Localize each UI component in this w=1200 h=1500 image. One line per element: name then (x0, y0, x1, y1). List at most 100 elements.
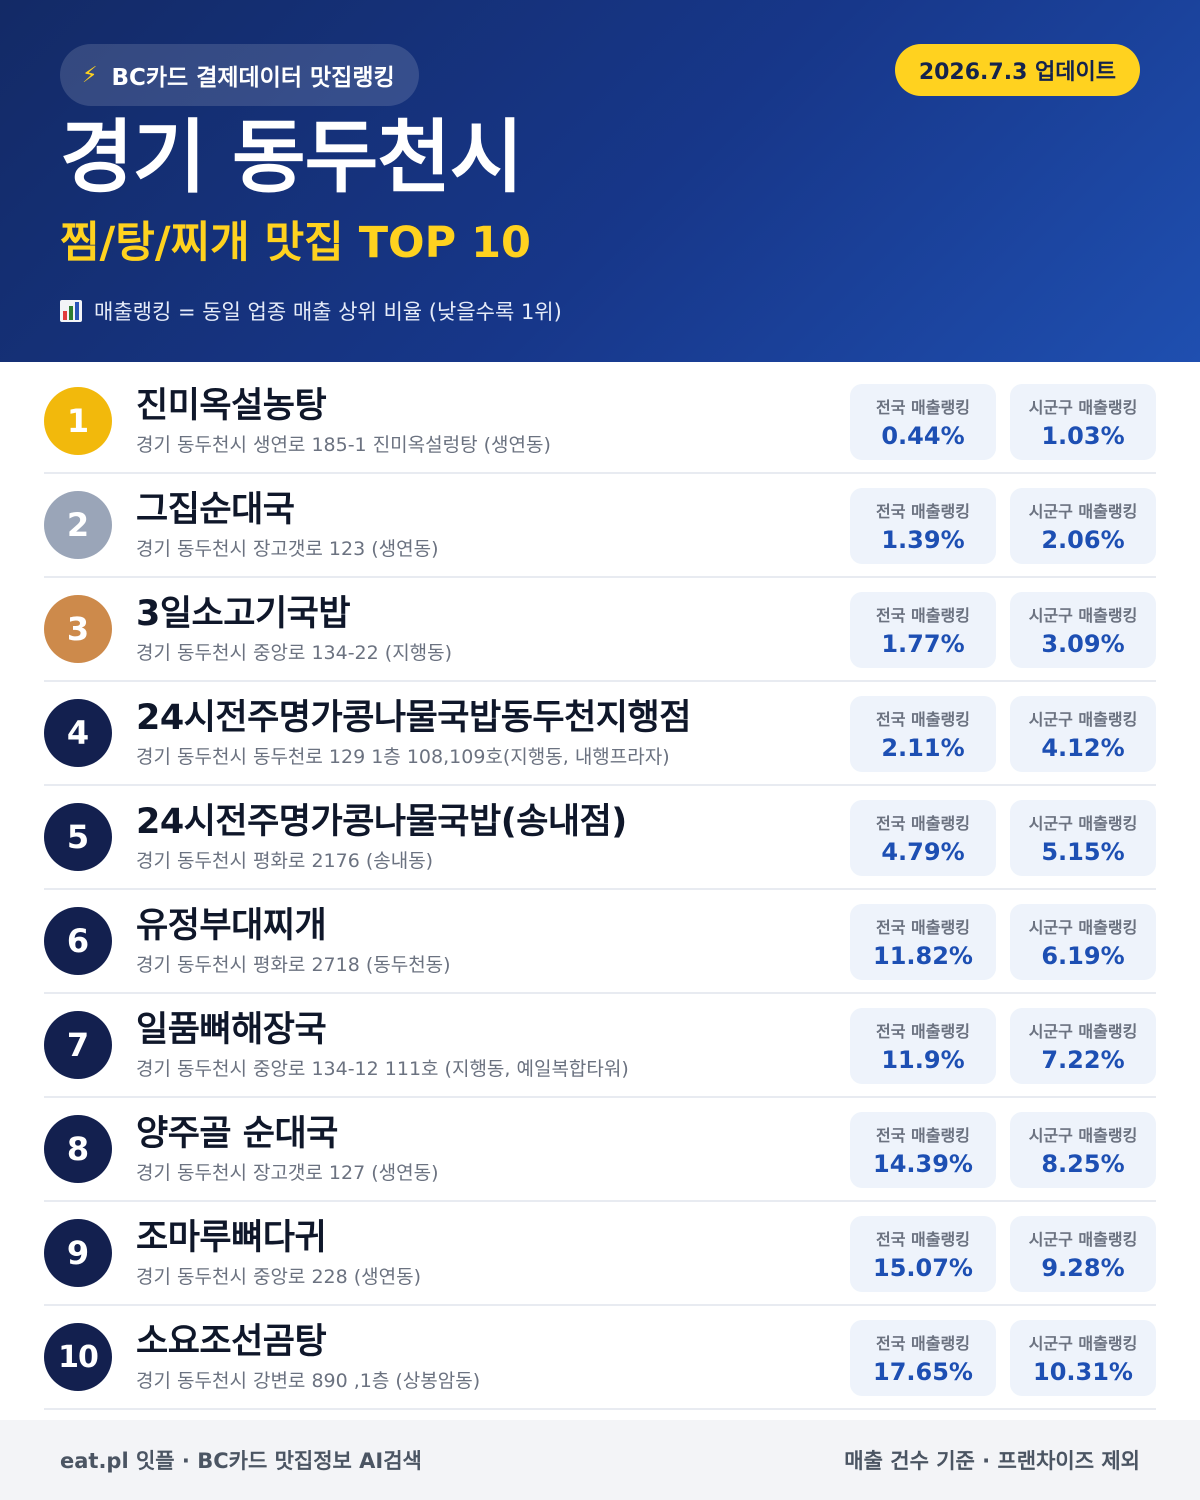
local-ranking-label: 시군구 매출랭킹 (1028, 710, 1138, 729)
national-ranking-label: 전국 매출랭킹 (876, 1022, 970, 1041)
local-ranking-value: 6.19% (1041, 942, 1125, 970)
local-ranking-label: 시군구 매출랭킹 (1028, 606, 1138, 625)
national-ranking-label: 전국 매출랭킹 (876, 1126, 970, 1145)
restaurant-address: 경기 동두천시 강변로 890 ,1층 (상봉암동) (136, 1370, 481, 1393)
restaurant-row[interactable]: 8 양주골 순대국 경기 동두천시 장고갯로 127 (생연동) 전국 매출랭킹… (44, 1098, 1156, 1202)
national-ranking-card: 전국 매출랭킹 17.65% (850, 1320, 996, 1396)
restaurant-address: 경기 동두천시 중앙로 228 (생연동) (136, 1266, 422, 1289)
national-ranking-card: 전국 매출랭킹 1.77% (850, 592, 996, 668)
ranking-stats: 전국 매출랭킹 0.44% 시군구 매출랭킹 1.03% (850, 384, 1156, 460)
national-ranking-value: 0.44% (881, 422, 965, 450)
restaurant-name: 24시전주명가콩나물국밥(송내점) (136, 801, 627, 842)
restaurant-info: 24시전주명가콩나물국밥(송내점) 경기 동두천시 평화로 2176 (송내동) (136, 801, 826, 874)
restaurant-list: 1 진미옥설농탕 경기 동두천시 생연로 185-1 진미옥설렁탕 (생연동) … (44, 370, 1156, 1410)
restaurant-name: 유정부대찌개 (136, 905, 327, 946)
local-ranking-card: 시군구 매출랭킹 9.28% (1010, 1216, 1156, 1292)
restaurant-name: 3일소고기국밥 (136, 593, 351, 634)
rank-badge: 4 (44, 699, 112, 767)
ranking-stats: 전국 매출랭킹 1.77% 시군구 매출랭킹 3.09% (850, 592, 1156, 668)
restaurant-row[interactable]: 9 조마루뼈다귀 경기 동두천시 중앙로 228 (생연동) 전국 매출랭킹 1… (44, 1202, 1156, 1306)
restaurant-name: 양주골 순대국 (136, 1113, 338, 1154)
restaurant-address: 경기 동두천시 장고갯로 123 (생연동) (136, 538, 439, 561)
rank-badge: 9 (44, 1219, 112, 1287)
local-ranking-label: 시군구 매출랭킹 (1028, 1334, 1138, 1353)
local-ranking-card: 시군구 매출랭킹 1.03% (1010, 384, 1156, 460)
restaurant-name: 24시전주명가콩나물국밥동두천지행점 (136, 697, 691, 738)
update-badge: 2026.7.3 업데이트 (894, 44, 1140, 96)
national-ranking-value: 11.9% (881, 1046, 965, 1074)
local-ranking-label: 시군구 매출랭킹 (1028, 918, 1138, 937)
local-ranking-card: 시군구 매출랭킹 6.19% (1010, 904, 1156, 980)
national-ranking-label: 전국 매출랭킹 (876, 918, 970, 937)
bar-chart-icon (60, 300, 82, 322)
ranking-stats: 전국 매출랭킹 14.39% 시군구 매출랭킹 8.25% (850, 1112, 1156, 1188)
national-ranking-label: 전국 매출랭킹 (876, 1230, 970, 1249)
national-ranking-label: 전국 매출랭킹 (876, 398, 970, 417)
rank-badge: 2 (44, 491, 112, 559)
local-ranking-value: 2.06% (1041, 526, 1125, 554)
rank-badge: 5 (44, 803, 112, 871)
ranking-stats: 전국 매출랭킹 4.79% 시군구 매출랭킹 5.15% (850, 800, 1156, 876)
national-ranking-value: 11.82% (873, 942, 973, 970)
local-ranking-value: 9.28% (1041, 1254, 1125, 1282)
restaurant-row[interactable]: 3 3일소고기국밥 경기 동두천시 중앙로 134-22 (지행동) 전국 매출… (44, 578, 1156, 682)
restaurant-name: 그집순대국 (136, 489, 295, 530)
restaurant-row[interactable]: 1 진미옥설농탕 경기 동두천시 생연로 185-1 진미옥설렁탕 (생연동) … (44, 370, 1156, 474)
restaurant-info: 양주골 순대국 경기 동두천시 장고갯로 127 (생연동) (136, 1113, 826, 1186)
ranking-stats: 전국 매출랭킹 11.9% 시군구 매출랭킹 7.22% (850, 1008, 1156, 1084)
lightning-bolt-icon: ⚡ (82, 62, 98, 88)
local-ranking-label: 시군구 매출랭킹 (1028, 1126, 1138, 1145)
local-ranking-card: 시군구 매출랭킹 3.09% (1010, 592, 1156, 668)
restaurant-row[interactable]: 10 소요조선곰탕 경기 동두천시 강변로 890 ,1층 (상봉암동) 전국 … (44, 1306, 1156, 1410)
national-ranking-value: 2.11% (881, 734, 965, 762)
local-ranking-card: 시군구 매출랭킹 7.22% (1010, 1008, 1156, 1084)
local-ranking-card: 시군구 매출랭킹 5.15% (1010, 800, 1156, 876)
restaurant-address: 경기 동두천시 동두천로 129 1층 108,109호(지행동, 내행프라자) (136, 746, 670, 769)
restaurant-address: 경기 동두천시 장고갯로 127 (생연동) (136, 1162, 439, 1185)
local-ranking-card: 시군구 매출랭킹 4.12% (1010, 696, 1156, 772)
local-ranking-value: 7.22% (1041, 1046, 1125, 1074)
restaurant-address: 경기 동두천시 중앙로 134-22 (지행동) (136, 642, 453, 665)
national-ranking-label: 전국 매출랭킹 (876, 814, 970, 833)
restaurant-info: 진미옥설농탕 경기 동두천시 생연로 185-1 진미옥설렁탕 (생연동) (136, 385, 826, 458)
restaurant-name: 일품뼈해장국 (136, 1009, 327, 1050)
source-badge: ⚡ BC카드 결제데이터 맛집랭킹 (60, 44, 419, 106)
restaurant-address: 경기 동두천시 중앙로 134-12 111호 (지행동, 예일복합타워) (136, 1058, 629, 1081)
restaurant-name: 소요조선곰탕 (136, 1321, 327, 1362)
restaurant-row[interactable]: 5 24시전주명가콩나물국밥(송내점) 경기 동두천시 평화로 2176 (송내… (44, 786, 1156, 890)
national-ranking-label: 전국 매출랭킹 (876, 502, 970, 521)
restaurant-row[interactable]: 2 그집순대국 경기 동두천시 장고갯로 123 (생연동) 전국 매출랭킹 1… (44, 474, 1156, 578)
restaurant-name: 조마루뼈다귀 (136, 1217, 327, 1258)
header-banner: ⚡ BC카드 결제데이터 맛집랭킹 2026.7.3 업데이트 경기 동두천시 … (0, 0, 1200, 362)
source-badge-label: BC카드 결제데이터 맛집랭킹 (111, 65, 395, 91)
restaurant-address: 경기 동두천시 평화로 2176 (송내동) (136, 850, 434, 873)
national-ranking-card: 전국 매출랭킹 11.82% (850, 904, 996, 980)
restaurant-address: 경기 동두천시 생연로 185-1 진미옥설렁탕 (생연동) (136, 434, 551, 457)
local-ranking-value: 5.15% (1041, 838, 1125, 866)
rank-badge: 6 (44, 907, 112, 975)
restaurant-row[interactable]: 7 일품뼈해장국 경기 동두천시 중앙로 134-12 111호 (지행동, 예… (44, 994, 1156, 1098)
restaurant-row[interactable]: 6 유정부대찌개 경기 동두천시 평화로 2718 (동두천동) 전국 매출랭킹… (44, 890, 1156, 994)
local-ranking-value: 4.12% (1041, 734, 1125, 762)
restaurant-info: 일품뼈해장국 경기 동두천시 중앙로 134-12 111호 (지행동, 예일복… (136, 1009, 826, 1082)
local-ranking-value: 1.03% (1041, 422, 1125, 450)
rank-badge: 1 (44, 387, 112, 455)
national-ranking-card: 전국 매출랭킹 11.9% (850, 1008, 996, 1084)
restaurant-row[interactable]: 4 24시전주명가콩나물국밥동두천지행점 경기 동두천시 동두천로 129 1층… (44, 682, 1156, 786)
restaurant-info: 조마루뼈다귀 경기 동두천시 중앙로 228 (생연동) (136, 1217, 826, 1290)
local-ranking-label: 시군구 매출랭킹 (1028, 1230, 1138, 1249)
ranking-stats: 전국 매출랭킹 1.39% 시군구 매출랭킹 2.06% (850, 488, 1156, 564)
restaurant-info: 24시전주명가콩나물국밥동두천지행점 경기 동두천시 동두천로 129 1층 1… (136, 697, 826, 770)
national-ranking-card: 전국 매출랭킹 2.11% (850, 696, 996, 772)
local-ranking-card: 시군구 매출랭킹 10.31% (1010, 1320, 1156, 1396)
national-ranking-label: 전국 매출랭킹 (876, 710, 970, 729)
national-ranking-label: 전국 매출랭킹 (876, 1334, 970, 1353)
local-ranking-label: 시군구 매출랭킹 (1028, 502, 1138, 521)
footer: eat.pl 잇플 · BC카드 맛집정보 AI검색 매출 건수 기준 · 프랜… (0, 1420, 1200, 1500)
local-ranking-label: 시군구 매출랭킹 (1028, 398, 1138, 417)
rank-badge: 3 (44, 595, 112, 663)
national-ranking-value: 1.77% (881, 630, 965, 658)
restaurant-info: 3일소고기국밥 경기 동두천시 중앙로 134-22 (지행동) (136, 593, 826, 666)
national-ranking-card: 전국 매출랭킹 1.39% (850, 488, 996, 564)
rank-badge: 7 (44, 1011, 112, 1079)
